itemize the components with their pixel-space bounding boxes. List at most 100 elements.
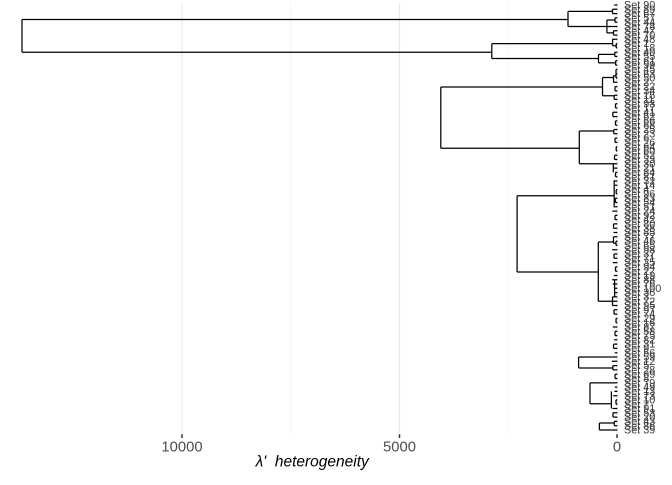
svg-text:Set 96: Set 96 <box>624 189 655 201</box>
svg-text:Set 14: Set 14 <box>624 180 655 192</box>
svg-text:Set 20: Set 20 <box>624 412 655 424</box>
svg-text:Set 23: Set 23 <box>624 128 655 140</box>
svg-text:Set 33: Set 33 <box>624 154 655 166</box>
svg-text:Set 41: Set 41 <box>624 107 655 119</box>
svg-text:Set 43: Set 43 <box>624 416 655 428</box>
svg-text:Set 58: Set 58 <box>624 326 655 338</box>
svg-text:Set 71: Set 71 <box>624 253 655 265</box>
svg-text:Set 64: Set 64 <box>624 141 655 153</box>
svg-text:Set 77: Set 77 <box>624 231 655 243</box>
svg-text:Set 73: Set 73 <box>624 390 655 402</box>
svg-text:Set 26: Set 26 <box>624 137 655 149</box>
svg-text:0: 0 <box>613 440 621 456</box>
svg-text:Set 51: Set 51 <box>624 201 655 213</box>
svg-text:Set 56: Set 56 <box>624 347 655 359</box>
svg-text:Set 1: Set 1 <box>624 38 649 50</box>
svg-text:Set 5: Set 5 <box>624 360 649 372</box>
svg-text:Set 52: Set 52 <box>624 150 655 162</box>
svg-text:Set 4: Set 4 <box>624 184 649 196</box>
svg-text:Set 90: Set 90 <box>624 0 655 12</box>
svg-text:Set 15: Set 15 <box>624 90 655 102</box>
svg-text:Set 98: Set 98 <box>624 244 655 256</box>
svg-text:Set 49: Set 49 <box>624 382 655 394</box>
svg-text:Set 55: Set 55 <box>624 51 655 63</box>
svg-text:Set 94: Set 94 <box>624 262 655 274</box>
svg-text:Set 80: Set 80 <box>624 219 655 231</box>
svg-text:Set 78: Set 78 <box>624 21 655 33</box>
svg-text:Set 74: Set 74 <box>624 309 655 321</box>
svg-text:Set 65: Set 65 <box>624 240 655 252</box>
svg-text:Set 48: Set 48 <box>624 34 655 46</box>
svg-text:Set 83: Set 83 <box>624 193 655 205</box>
svg-text:Set 88: Set 88 <box>624 274 655 286</box>
svg-text:Set 72: Set 72 <box>624 296 655 308</box>
svg-text:Set 69: Set 69 <box>624 369 655 381</box>
svg-text:Set 57: Set 57 <box>624 13 655 25</box>
svg-text:Set 89: Set 89 <box>624 4 655 16</box>
svg-text:Set 36: Set 36 <box>624 287 655 299</box>
svg-text:Set 19: Set 19 <box>624 270 655 282</box>
svg-text:Set 91: Set 91 <box>624 403 655 415</box>
svg-text:Set 61: Set 61 <box>624 55 655 67</box>
svg-text:Set 17: Set 17 <box>624 103 655 115</box>
svg-text:Set 11: Set 11 <box>624 94 654 106</box>
svg-text:Set 13: Set 13 <box>624 386 655 398</box>
svg-text:Set 86: Set 86 <box>624 420 655 432</box>
svg-text:Set 99: Set 99 <box>624 60 655 72</box>
svg-text:Set 34: Set 34 <box>624 86 655 98</box>
svg-text:Set 82: Set 82 <box>624 334 655 346</box>
svg-text:Set 63: Set 63 <box>624 68 655 80</box>
svg-text:Set 70: Set 70 <box>624 30 655 42</box>
svg-text:Set 95: Set 95 <box>624 300 655 312</box>
svg-text:Set 68: Set 68 <box>624 120 655 132</box>
svg-text:Set 27: Set 27 <box>624 266 655 278</box>
svg-text:Set 10: Set 10 <box>624 395 655 407</box>
svg-text:Set 87: Set 87 <box>624 322 655 334</box>
svg-text:Set 81: Set 81 <box>624 171 655 183</box>
svg-text:Set 53: Set 53 <box>624 407 655 419</box>
svg-text:Set 92: Set 92 <box>624 210 655 222</box>
svg-text:Set 42: Set 42 <box>624 214 655 226</box>
svg-text:Set 3: Set 3 <box>624 292 649 304</box>
svg-text:Set 30: Set 30 <box>624 158 655 170</box>
svg-text:Set 45: Set 45 <box>624 64 655 76</box>
svg-text:Set 32: Set 32 <box>624 176 655 188</box>
svg-text:Set 2: Set 2 <box>624 77 649 89</box>
svg-text:Set 84: Set 84 <box>624 167 655 179</box>
svg-text:Set 67: Set 67 <box>624 8 655 20</box>
svg-text:Set 93: Set 93 <box>624 98 655 110</box>
svg-text:Set 29: Set 29 <box>624 313 655 325</box>
svg-text:Set 97: Set 97 <box>624 304 655 316</box>
svg-text:Set 28: Set 28 <box>624 365 655 377</box>
svg-text:Set 76: Set 76 <box>624 279 655 291</box>
svg-text:Set 37: Set 37 <box>624 249 655 261</box>
svg-text:Set 59: Set 59 <box>624 352 655 364</box>
svg-text:Set 38: Set 38 <box>624 223 655 235</box>
svg-text:Set 22: Set 22 <box>624 81 655 93</box>
svg-text:Set 9: Set 9 <box>624 343 649 355</box>
svg-text:Set 7: Set 7 <box>624 399 649 411</box>
svg-text:Set 100: Set 100 <box>624 283 661 295</box>
svg-text:Set 8: Set 8 <box>624 373 649 385</box>
svg-text:Set 47: Set 47 <box>624 25 655 37</box>
svg-text:Set 62: Set 62 <box>624 111 655 123</box>
svg-text:Set 12: Set 12 <box>624 356 655 368</box>
svg-text:Set 54: Set 54 <box>624 197 655 209</box>
svg-text:Set 44: Set 44 <box>624 17 655 29</box>
svg-text:Set 24: Set 24 <box>624 206 655 218</box>
svg-text:Set 79: Set 79 <box>624 377 655 389</box>
svg-text:Set 39: Set 39 <box>624 425 655 437</box>
svg-text:Set 75: Set 75 <box>624 330 655 342</box>
svg-text:Set 31: Set 31 <box>624 339 655 351</box>
svg-text:Set 40: Set 40 <box>624 47 655 59</box>
svg-text:Set 35: Set 35 <box>624 257 655 269</box>
svg-text:Set 16: Set 16 <box>624 317 655 329</box>
svg-text:Set 21: Set 21 <box>624 163 655 175</box>
svg-text:Set 46: Set 46 <box>624 236 655 248</box>
svg-text:Set 50: Set 50 <box>624 73 655 85</box>
svg-text:5000: 5000 <box>383 440 416 456</box>
svg-text:Set 66: Set 66 <box>624 116 655 128</box>
svg-text:Set 85: Set 85 <box>624 227 655 239</box>
svg-text:Set 6: Set 6 <box>624 133 649 145</box>
svg-text:Set 25: Set 25 <box>624 124 655 136</box>
